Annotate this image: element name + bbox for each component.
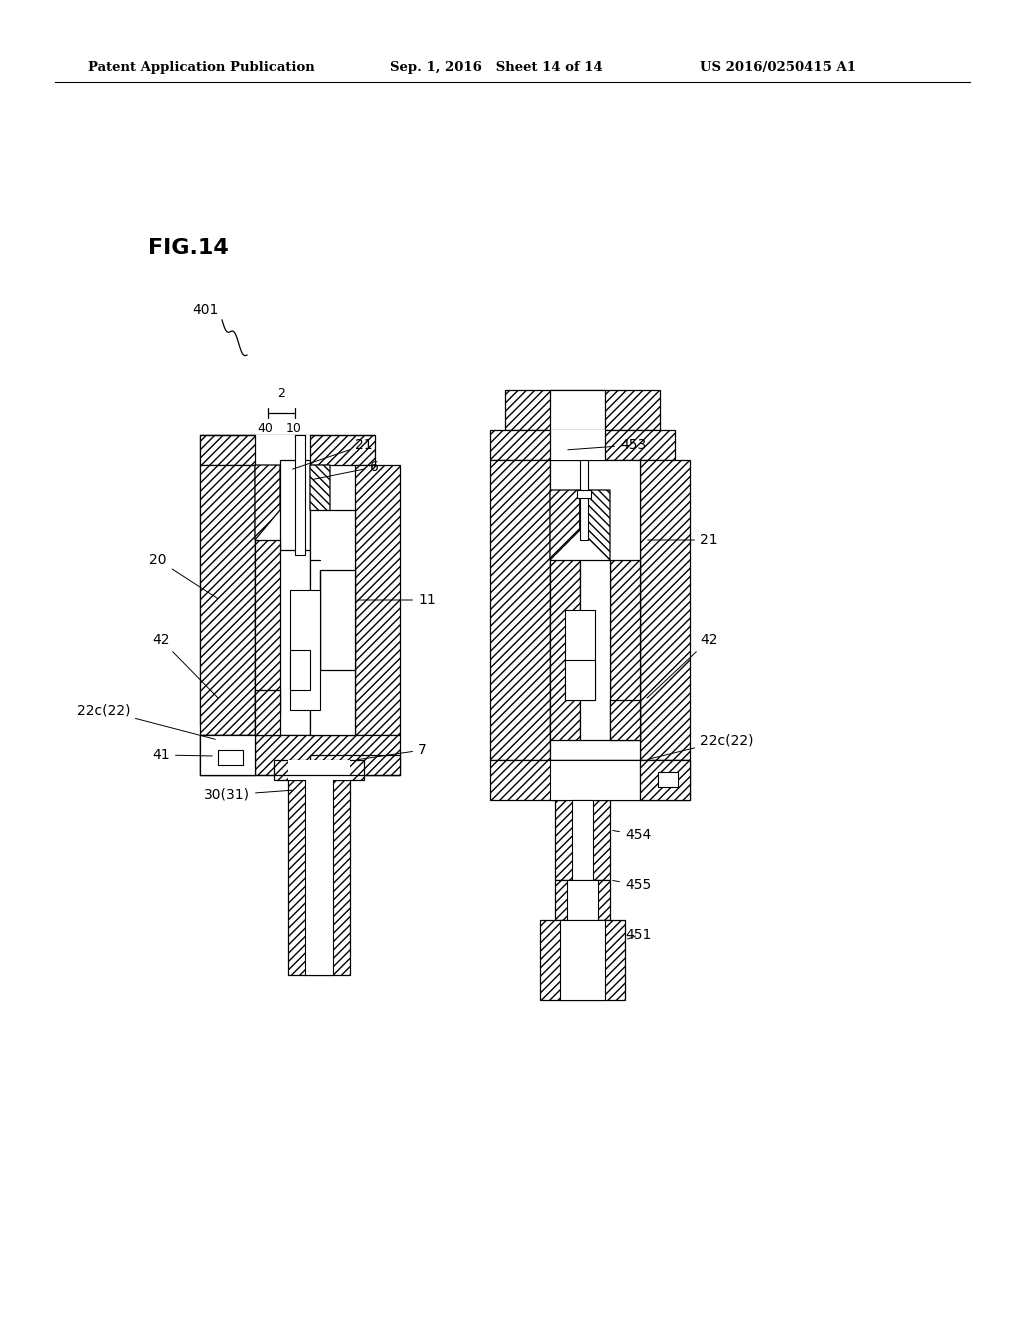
Bar [310,755,400,775]
Bar [200,735,255,775]
Text: 20: 20 [150,553,218,598]
Text: 6: 6 [312,459,379,479]
Bar [310,510,355,735]
Polygon shape [290,649,310,690]
Text: 41: 41 [153,748,212,762]
Bar [550,430,605,459]
Bar [255,540,280,715]
Bar [200,465,255,735]
Bar [572,800,593,880]
Polygon shape [550,490,580,560]
Text: 11: 11 [357,593,436,607]
Bar [550,459,640,760]
Text: 22c(22): 22c(22) [77,704,215,739]
Text: 453: 453 [567,438,646,451]
Text: 454: 454 [612,828,651,842]
Text: 455: 455 [612,878,651,892]
Bar [255,690,280,735]
Bar [255,436,310,465]
Bar [200,735,400,775]
Text: 7: 7 [357,743,427,759]
Bar [640,459,690,760]
Polygon shape [255,465,280,540]
Bar [280,459,310,550]
Bar [610,560,640,741]
Bar [288,760,350,780]
Bar [295,436,305,554]
Bar [577,490,591,498]
Polygon shape [310,465,330,540]
Bar [490,430,675,459]
Text: Sep. 1, 2016   Sheet 14 of 14: Sep. 1, 2016 Sheet 14 of 14 [390,62,603,74]
Bar [580,560,610,741]
Bar [274,760,364,780]
Bar [218,750,243,766]
Bar [555,880,610,920]
Text: 40: 40 [257,422,273,436]
Text: 42: 42 [153,634,218,698]
Bar [255,465,310,735]
Text: US 2016/0250415 A1: US 2016/0250415 A1 [700,62,856,74]
Text: 22c(22): 22c(22) [648,733,754,759]
Text: 21: 21 [293,438,373,469]
Text: 42: 42 [647,634,718,698]
Text: 30(31): 30(31) [204,788,292,803]
Bar [550,560,580,741]
Text: 10: 10 [286,422,302,436]
Bar [550,760,640,800]
Text: 2: 2 [278,387,285,400]
Bar [550,389,605,430]
Polygon shape [565,660,595,700]
Bar [640,760,690,800]
Bar [567,880,598,920]
Bar [305,775,333,975]
Bar [540,920,625,1001]
Bar [610,700,640,741]
Bar [200,735,255,775]
Bar [490,760,690,800]
Bar [288,775,350,975]
Bar [555,800,610,880]
Bar [560,920,605,1001]
Text: 21: 21 [648,533,718,546]
Bar [290,590,319,710]
Bar [490,459,550,760]
Bar [355,465,400,735]
Bar [200,436,255,725]
Text: 451: 451 [625,928,651,942]
Bar [200,436,375,465]
Text: 401: 401 [193,304,218,317]
Bar [580,459,588,540]
Bar [565,610,595,700]
Text: FIG.14: FIG.14 [148,238,228,257]
Bar [319,570,355,671]
Bar [658,772,678,787]
Bar [505,389,660,430]
Polygon shape [580,490,610,560]
Text: Patent Application Publication: Patent Application Publication [88,62,314,74]
